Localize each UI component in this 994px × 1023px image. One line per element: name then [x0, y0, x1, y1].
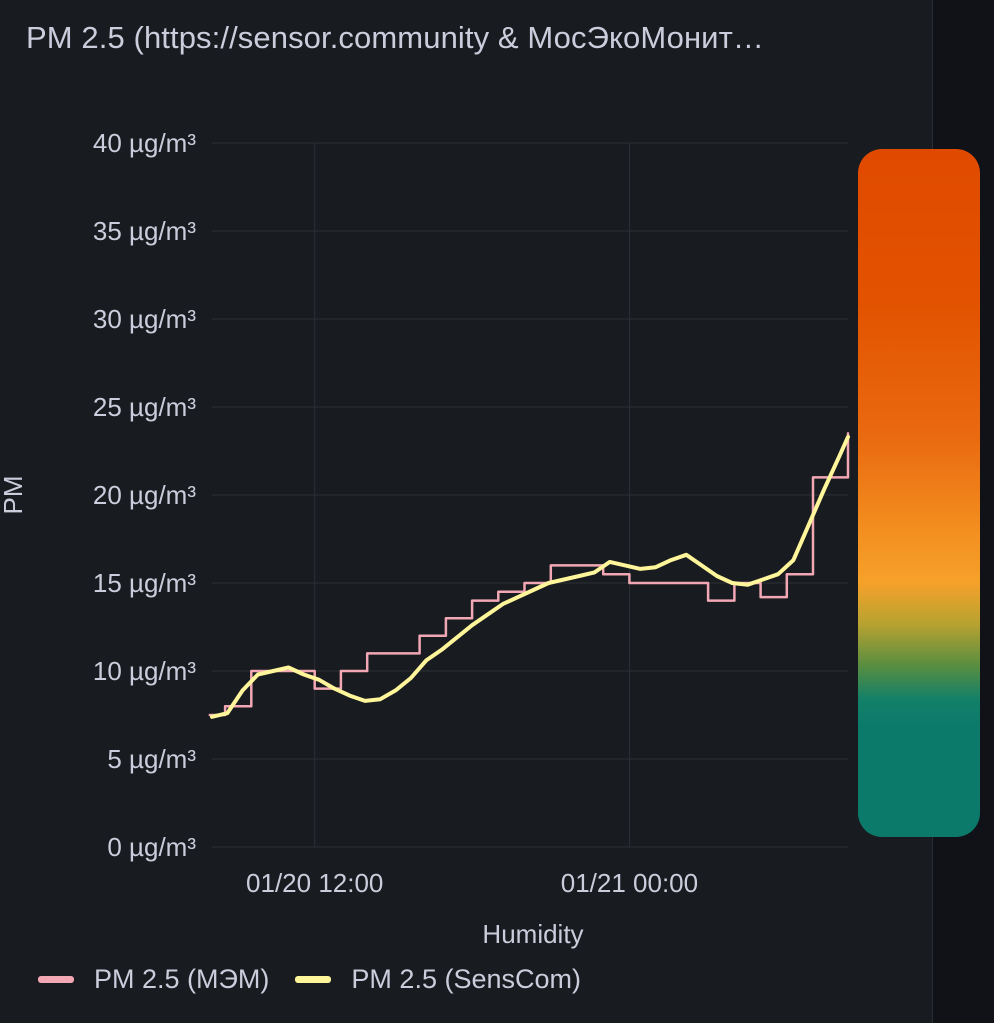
panel-title[interactable]: PM 2.5 (https://sensor.community & МосЭк… [26, 20, 764, 55]
x-axis-label: Humidity [482, 919, 583, 949]
x-axis-ticks: 01/20 12:00 01/21 00:00 [246, 868, 698, 898]
y-tick-label: 25 µg/m³ [93, 392, 196, 422]
y-tick-label: 10 µg/m³ [93, 656, 196, 686]
chart-grid [212, 142, 848, 848]
legend-label-senscom: PM 2.5 (SensCom) [351, 964, 581, 994]
y-tick-label: 15 µg/m³ [93, 568, 196, 598]
y-tick-label: 20 µg/m³ [93, 480, 196, 510]
y-tick-label: 0 µg/m³ [107, 832, 196, 862]
y-tick-label: 5 µg/m³ [107, 744, 196, 774]
x-tick-label: 01/21 00:00 [561, 868, 698, 898]
legend-label-mem: PM 2.5 (МЭМ) [94, 964, 270, 994]
legend: PM 2.5 (МЭМ) PM 2.5 (SensCom) [38, 964, 607, 995]
legend-swatch-mem [38, 976, 74, 983]
y-tick-label: 35 µg/m³ [93, 216, 196, 246]
color-scale-gauge [858, 149, 980, 837]
y-axis-label: PM [0, 476, 28, 515]
legend-swatch-senscom [295, 976, 332, 983]
series-layer [208, 432, 850, 719]
y-tick-label: 30 µg/m³ [93, 304, 196, 334]
legend-item-senscom[interactable]: PM 2.5 (SensCom) [295, 964, 581, 995]
y-tick-label: 40 µg/m³ [93, 128, 196, 158]
chart-panel: PM 2.5 (https://sensor.community & МосЭк… [26, 0, 933, 1023]
series-line-mem[interactable] [208, 432, 850, 717]
x-tick-label: 01/20 12:00 [246, 868, 383, 898]
y-axis-ticks: 0 µg/m³ 5 µg/m³ 10 µg/m³ 15 µg/m³ 20 µg/m³ 25… [93, 128, 196, 862]
legend-item-mem[interactable]: PM 2.5 (МЭМ) [38, 964, 269, 995]
series-line-senscom[interactable] [210, 434, 850, 719]
